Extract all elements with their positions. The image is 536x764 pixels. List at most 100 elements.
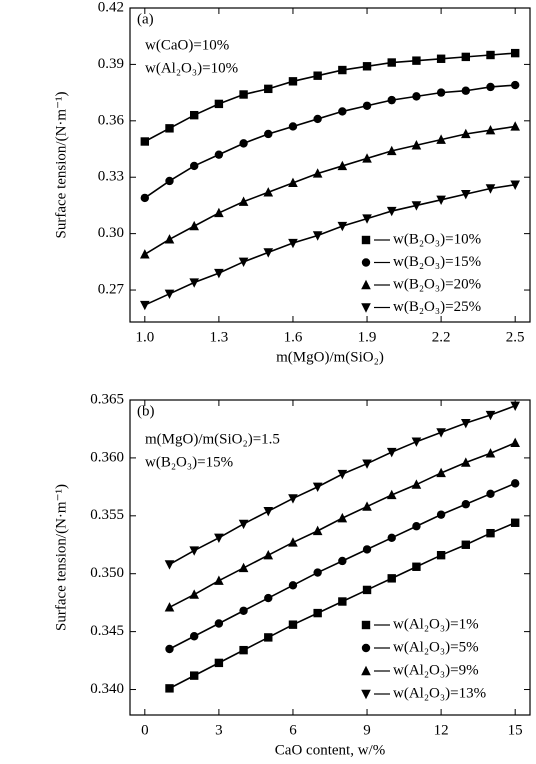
marker <box>412 92 421 101</box>
x-tick-label: 1.9 <box>358 329 377 345</box>
marker <box>337 469 348 480</box>
legend-marker <box>361 258 371 267</box>
marker <box>288 77 298 86</box>
y-tick-label: 0.42 <box>98 0 124 15</box>
marker <box>164 602 175 612</box>
series-line <box>144 52 516 143</box>
marker <box>461 128 471 139</box>
x-tick-label: 15 <box>508 722 523 738</box>
x-tick-label: 1.3 <box>210 329 229 345</box>
x-tick-label: 9 <box>363 722 371 738</box>
legend-label: w(B₂O₃)=25% <box>393 299 481 315</box>
y-tick-label: 0.365 <box>90 391 124 407</box>
y-tick-label: 0.36 <box>98 112 125 128</box>
marker <box>189 671 199 680</box>
marker <box>312 482 323 493</box>
marker <box>264 84 273 94</box>
marker <box>486 50 495 60</box>
marker <box>189 110 199 120</box>
marker <box>165 684 174 693</box>
marker <box>461 189 471 200</box>
marker <box>312 525 323 536</box>
marker <box>312 231 323 241</box>
marker <box>189 220 199 231</box>
marker <box>214 150 224 159</box>
legend-marker <box>361 279 371 290</box>
marker <box>288 122 298 131</box>
y-axis-label: Surface tension/(N·m⁻¹) <box>53 92 69 239</box>
marker <box>411 479 422 489</box>
marker <box>338 556 347 566</box>
marker <box>436 510 446 519</box>
marker <box>362 585 372 595</box>
series-line <box>144 125 516 255</box>
marker <box>165 176 174 186</box>
x-tick-label: 1.0 <box>135 329 154 345</box>
marker <box>263 248 274 258</box>
marker <box>461 540 471 549</box>
marker <box>386 489 397 500</box>
legend-label: w(B₂O₃)=10% <box>393 231 481 247</box>
legend-marker <box>361 643 371 653</box>
marker <box>362 153 372 163</box>
marker <box>164 234 175 244</box>
marker <box>164 560 175 570</box>
panel-label: (a) <box>137 11 154 27</box>
marker <box>387 533 396 543</box>
marker <box>189 161 199 171</box>
marker <box>263 506 274 517</box>
x-tick-label: 3 <box>215 722 223 738</box>
marker <box>239 606 248 615</box>
marker <box>312 168 323 178</box>
marker <box>412 562 421 571</box>
y-axis-label: Surface tension/(N·m⁻¹) <box>53 484 69 631</box>
annotation: w(Al₂O₃)=10% <box>145 60 238 76</box>
legend-label: w(Al₂O₃)=9% <box>393 662 479 678</box>
marker <box>313 568 322 577</box>
marker <box>214 268 224 279</box>
marker <box>362 101 372 110</box>
y-tick-label: 0.30 <box>98 225 124 241</box>
marker <box>436 134 446 144</box>
marker <box>263 549 274 560</box>
marker <box>239 90 248 99</box>
marker <box>436 54 446 63</box>
marker <box>238 257 249 268</box>
marker <box>486 489 495 499</box>
marker <box>436 195 446 205</box>
y-tick-label: 0.33 <box>98 169 124 185</box>
marker <box>214 619 224 628</box>
marker <box>485 448 496 458</box>
marker <box>288 238 298 249</box>
y-tick-label: 0.350 <box>90 565 124 581</box>
marker <box>337 160 348 171</box>
y-tick-label: 0.345 <box>90 623 124 639</box>
marker <box>510 80 520 90</box>
marker <box>387 574 396 583</box>
marker <box>263 187 274 197</box>
marker <box>338 597 347 606</box>
marker <box>362 62 372 71</box>
legend-label: w(B₂O₃)=15% <box>393 254 481 270</box>
y-tick-label: 0.340 <box>90 681 124 697</box>
marker <box>412 56 421 65</box>
y-tick-label: 0.39 <box>98 56 124 72</box>
marker <box>288 620 298 629</box>
marker <box>436 428 446 438</box>
marker <box>510 401 520 411</box>
marker <box>510 180 520 190</box>
marker <box>140 193 150 203</box>
marker <box>214 207 224 218</box>
annotation: w(B₂O₃)=15% <box>145 454 233 470</box>
marker <box>338 107 347 116</box>
legend-label: w(Al₂O₃)=13% <box>393 685 486 701</box>
annotation: m(MgO)/m(SiO₂)=1.5 <box>145 431 280 447</box>
marker <box>165 124 174 133</box>
marker <box>238 562 249 573</box>
marker <box>140 300 150 311</box>
annotation: w(CaO)=10% <box>145 37 229 53</box>
marker <box>485 184 496 194</box>
marker <box>337 512 348 523</box>
legend-marker <box>361 235 371 245</box>
